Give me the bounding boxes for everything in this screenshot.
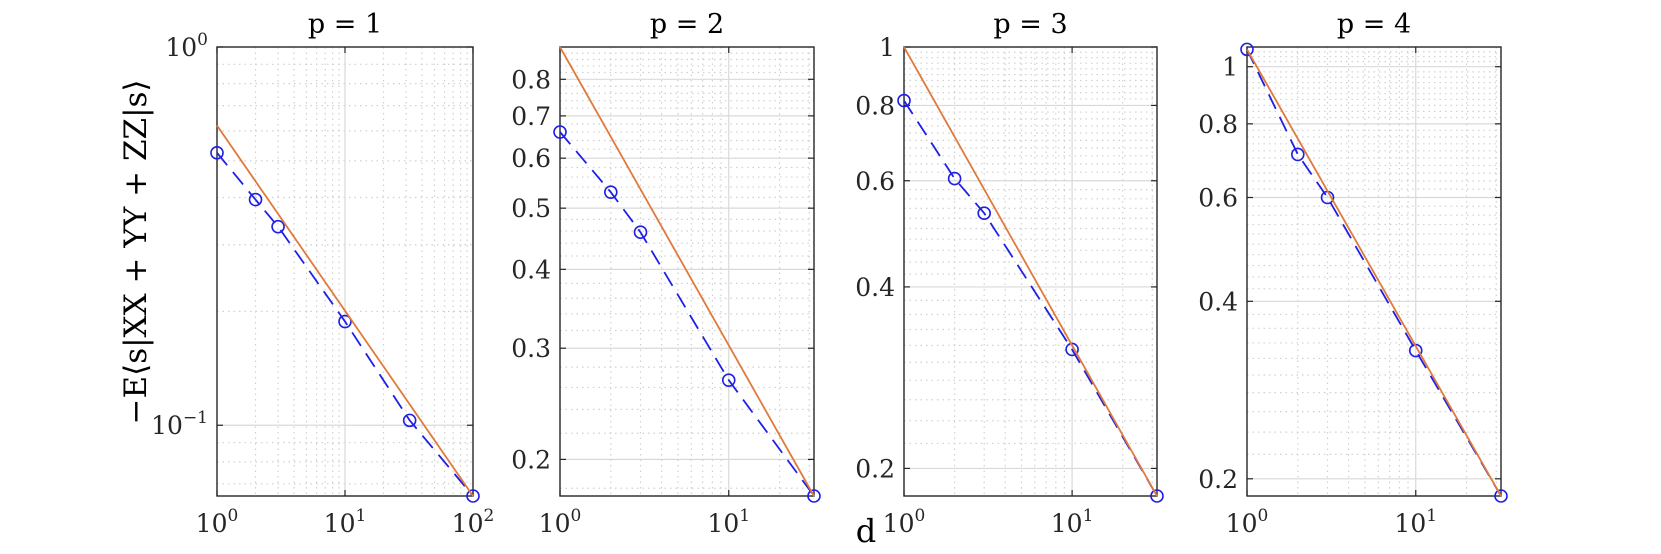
- x-tick-label: 100: [1226, 506, 1269, 538]
- y-tick-label: 0.7: [511, 102, 551, 131]
- y-tick-label: 0.2: [855, 454, 895, 483]
- data-point: [721, 373, 736, 387]
- panel-3: 100 101 0.2 0.4 0.6 0.8 1 p = 3: [855, 9, 1164, 538]
- data-point: [947, 171, 962, 186]
- y-tick-label: 1: [879, 33, 895, 62]
- x-tick-label: 101: [1051, 506, 1094, 538]
- data-point: [553, 125, 567, 139]
- y-tick-label: 0.2: [511, 445, 551, 474]
- x-tick-label: 100: [883, 506, 926, 538]
- simulated-line: [559, 131, 815, 497]
- fit-line: [216, 124, 474, 497]
- y-tick-label: 0.6: [511, 144, 551, 173]
- y-tick-label: 1: [1222, 53, 1238, 82]
- data-point: [271, 219, 285, 234]
- data-point: [338, 314, 352, 329]
- panel-title: p = 3: [993, 9, 1067, 40]
- x-tick-label: 101: [1394, 506, 1437, 538]
- simulated-line: [216, 152, 474, 497]
- x-tick-label: 101: [324, 506, 367, 538]
- axes-box: [559, 46, 815, 497]
- y-tick-label: 0.4: [855, 273, 895, 302]
- data-point: [1291, 147, 1305, 162]
- data-point: [633, 225, 648, 240]
- x-axis-label: d: [856, 512, 876, 550]
- data-point: [977, 206, 991, 221]
- y-tick-label: 0.5: [511, 194, 551, 223]
- panel-title: p = 2: [650, 9, 724, 40]
- simulated-line: [903, 100, 1158, 497]
- panel-title: p = 1: [308, 9, 382, 40]
- y-tick-label: 0.6: [1198, 183, 1238, 212]
- data-point: [210, 146, 224, 160]
- x-tick-label: 101: [707, 506, 750, 538]
- data-point: [1065, 342, 1079, 357]
- y-tick-label: 100: [165, 30, 208, 62]
- axes-box: [903, 46, 1158, 497]
- panel-2: 100 101 0.2 0.3 0.4 0.5 0.6 0.7 0.8 p = 2: [511, 9, 821, 538]
- panel-1: 100 101 102 10−1 100 p = 1: [151, 9, 494, 538]
- data-point: [1494, 489, 1508, 503]
- y-tick-label: 0.8: [1198, 110, 1238, 139]
- y-tick-label: 0.3: [511, 334, 551, 363]
- panel-4: 100 101 0.2 0.4 0.6 0.8 1 p = 4: [1198, 9, 1508, 538]
- y-tick-label: 0.2: [1198, 465, 1238, 494]
- data-point: [466, 489, 480, 503]
- x-tick-label: 102: [452, 506, 495, 538]
- data-point: [807, 489, 821, 503]
- data-point: [1150, 489, 1164, 503]
- fit-line: [903, 46, 1158, 497]
- simulated-line: [1246, 49, 1502, 497]
- y-tick-label: 10−1: [151, 408, 208, 440]
- y-tick-label: 0.4: [1198, 287, 1238, 316]
- data-point: [248, 192, 263, 207]
- data-point: [603, 185, 618, 199]
- data-point: [402, 413, 417, 428]
- data-point: [897, 93, 911, 108]
- y-tick-label: 0.6: [855, 167, 895, 196]
- y-tick-label: 0.8: [855, 91, 895, 120]
- fit-line: [1246, 48, 1502, 497]
- y-tick-label: 0.4: [511, 255, 551, 284]
- panels: 100 101 102 10−1 100 p = 1 100 101 0.2 0.3 0.4 0.5 0…: [151, 9, 1508, 538]
- data-point: [1240, 42, 1254, 57]
- x-tick-label: 100: [539, 506, 582, 538]
- axes-box: [1246, 46, 1502, 497]
- x-tick-label: 100: [196, 506, 239, 538]
- y-axis-label: −E⟨s|XX + YY + ZZ|s⟩: [118, 79, 154, 424]
- y-tick-label: 0.8: [511, 65, 551, 94]
- panel-title: p = 4: [1337, 9, 1411, 40]
- fit-line: [559, 46, 815, 497]
